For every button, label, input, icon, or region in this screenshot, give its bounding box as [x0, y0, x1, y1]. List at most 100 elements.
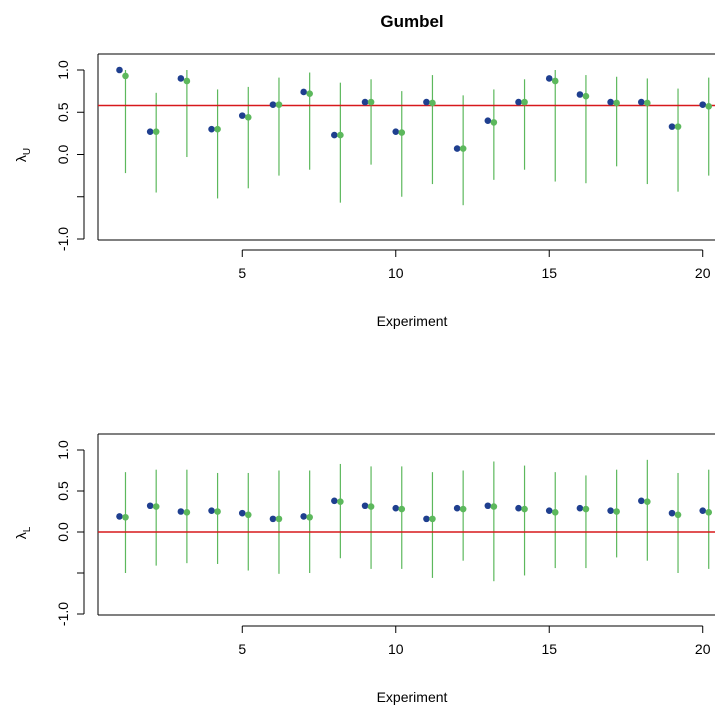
y-tick-label: 0.5	[55, 102, 71, 122]
series-b-point	[521, 505, 528, 513]
y-tick-label: 1.0	[55, 60, 71, 80]
series-a-point	[177, 75, 185, 82]
series-a-point	[361, 98, 369, 106]
x-tick-label: 20	[695, 265, 711, 281]
series-b-point	[459, 145, 467, 152]
x-tick-label: 10	[388, 265, 404, 281]
series-b-point	[459, 505, 467, 513]
series-b-point	[398, 505, 406, 513]
series-b-point	[275, 101, 283, 108]
series-a-point	[146, 502, 154, 510]
series-a-point	[515, 98, 522, 106]
series-a-point	[484, 117, 492, 124]
series-b-point	[152, 128, 160, 135]
series-b-point	[244, 511, 252, 519]
series-a-point	[331, 497, 338, 505]
x-tick-label: 5	[238, 641, 246, 657]
series-b-point	[183, 509, 191, 516]
series-a-point	[515, 504, 522, 512]
series-b-point	[674, 511, 682, 519]
series-b-point	[674, 123, 682, 130]
y-axis-label: λU	[13, 148, 33, 162]
series-b-point	[122, 72, 129, 80]
series-b-point	[337, 131, 344, 139]
series-a-point	[576, 504, 584, 512]
x-tick-label: 10	[388, 641, 404, 657]
series-a-point	[392, 128, 400, 135]
series-b-point	[490, 503, 498, 510]
y-axis-label-main: λ	[13, 155, 29, 162]
series-a-point	[699, 101, 707, 108]
series-a-point	[638, 497, 645, 505]
series-a-point	[453, 145, 461, 152]
y-axis-label-main: λ	[13, 532, 29, 539]
x-axis-label: Experiment	[377, 313, 448, 329]
x-tick-label: 15	[541, 641, 557, 657]
series-a-point	[453, 504, 461, 512]
series-a-point	[545, 75, 553, 82]
y-axis-label-sub: U	[22, 148, 33, 155]
series-a-point	[146, 128, 154, 135]
series-a-point	[238, 509, 246, 517]
y-tick-label: 0.5	[55, 481, 71, 501]
series-b-point	[582, 505, 590, 513]
series-b-point	[582, 92, 590, 100]
series-a-point	[331, 131, 338, 139]
series-b-point	[244, 114, 252, 121]
series-b-point	[122, 513, 129, 521]
series-b-point	[214, 508, 221, 515]
series-a-point	[638, 98, 645, 106]
series-b-point	[705, 509, 713, 516]
series-a-point	[607, 98, 614, 106]
chart-title: Gumbel	[380, 12, 443, 31]
series-a-point	[392, 504, 400, 512]
series-b-point	[367, 98, 375, 106]
series-b-point	[306, 513, 313, 521]
series-a-point	[423, 515, 430, 523]
series-b-point	[551, 77, 559, 85]
series-a-point	[484, 502, 492, 510]
y-tick-label: 1.0	[55, 440, 71, 460]
series-a-point	[699, 507, 707, 514]
series-b-point	[367, 503, 375, 510]
x-tick-label: 15	[541, 265, 557, 281]
series-b-point	[398, 129, 406, 136]
series-a-point	[300, 513, 307, 520]
series-a-point	[238, 112, 246, 119]
series-a-point	[208, 125, 215, 133]
series-a-point	[177, 508, 185, 515]
series-b-point	[275, 515, 283, 523]
x-tick-label: 5	[238, 265, 246, 281]
series-b-point	[613, 508, 620, 515]
series-b-point	[551, 509, 559, 516]
series-b-point	[152, 503, 160, 510]
series-b-point	[306, 90, 313, 97]
y-tick-label: 0.0	[55, 522, 71, 542]
series-b-point	[214, 125, 221, 133]
series-b-point	[705, 103, 713, 110]
series-a-point	[423, 98, 430, 106]
series-a-point	[208, 507, 215, 514]
series-b-point	[644, 498, 651, 505]
series-a-point	[668, 123, 676, 130]
series-b-point	[644, 99, 651, 107]
series-a-point	[545, 507, 553, 514]
y-tick-label: 0.0	[55, 145, 71, 165]
series-b-point	[613, 99, 620, 107]
x-tick-label: 20	[695, 641, 711, 657]
series-a-point	[668, 509, 676, 517]
x-axis-label: Experiment	[377, 689, 448, 705]
series-a-point	[607, 507, 614, 514]
series-b-point	[429, 99, 436, 107]
series-b-point	[490, 119, 498, 126]
series-a-point	[300, 88, 307, 96]
series-a-point	[361, 502, 369, 510]
series-a-point	[116, 513, 123, 520]
y-tick-label: -1.0	[55, 227, 71, 251]
y-axis-label: λL	[13, 526, 33, 539]
series-a-point	[116, 66, 123, 74]
series-b-point	[429, 515, 436, 523]
series-a-point	[269, 515, 277, 523]
